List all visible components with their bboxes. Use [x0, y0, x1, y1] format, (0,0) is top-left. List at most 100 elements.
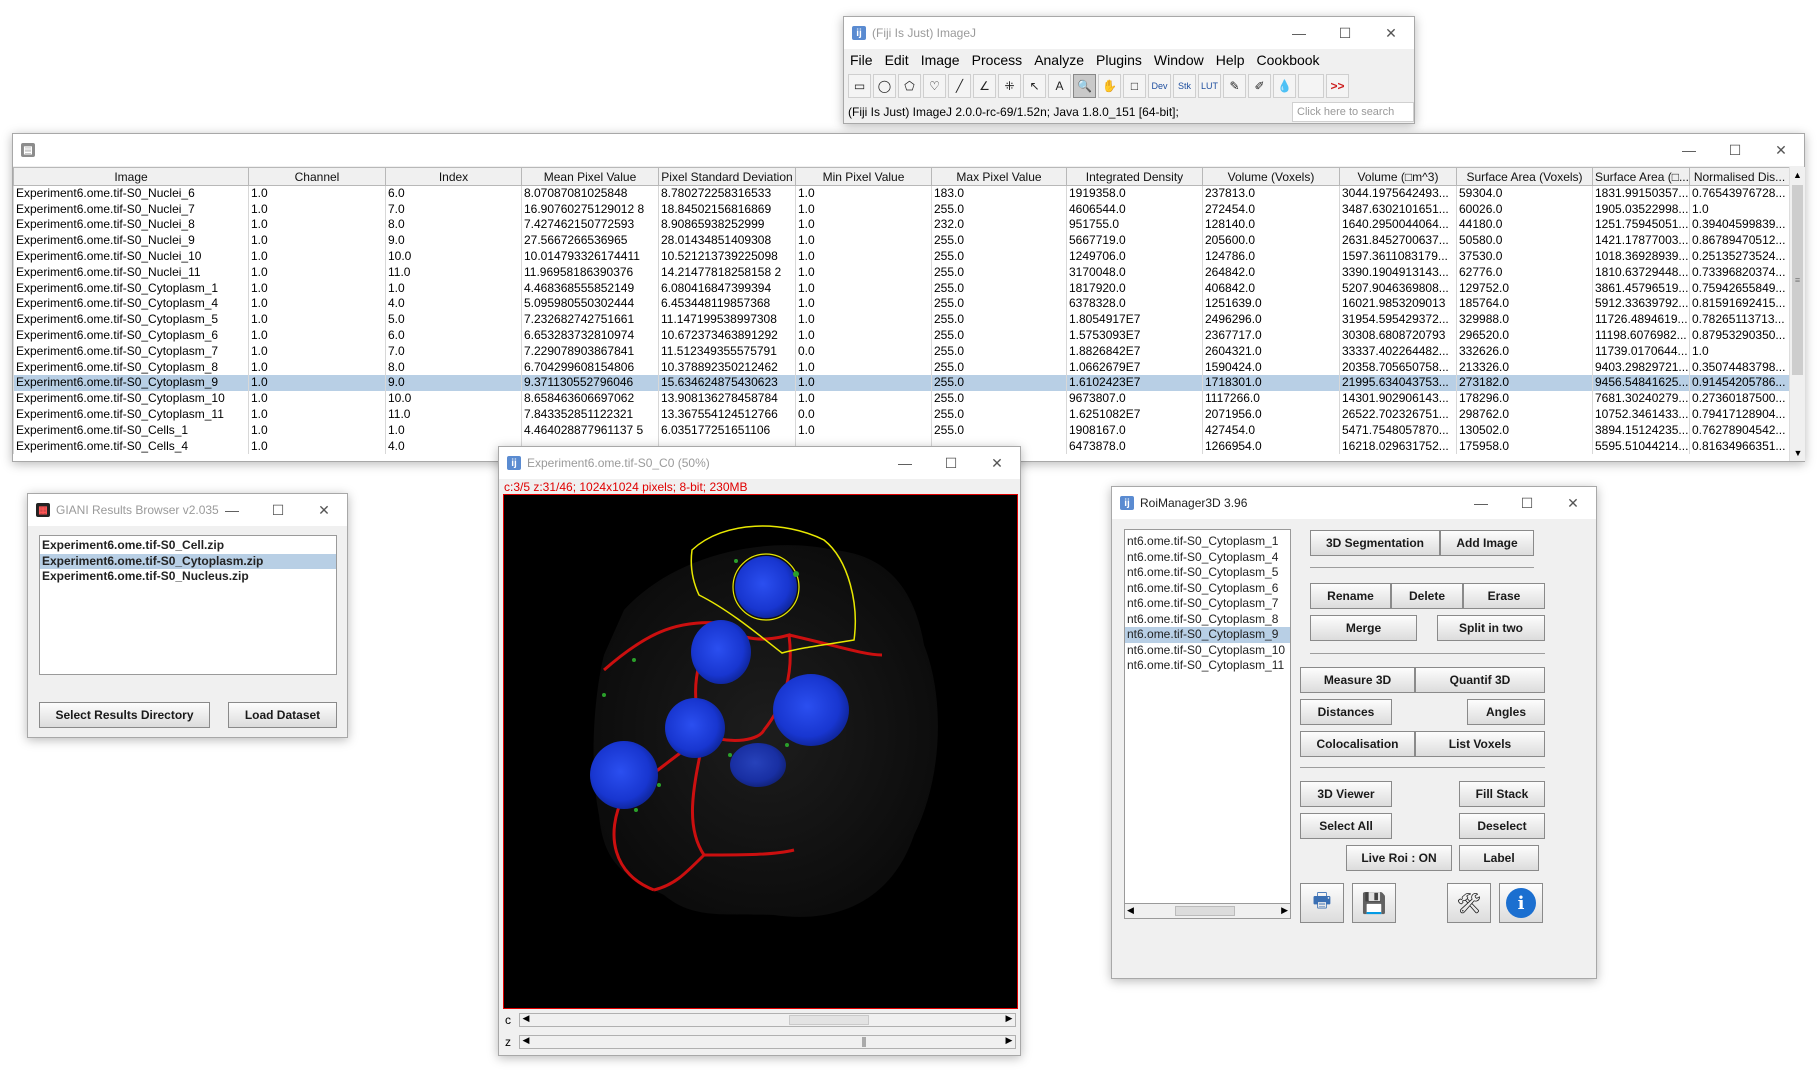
list-item[interactable]: nt6.ome.tif-S0_Cytoplasm_4 [1127, 549, 1279, 564]
deselect-button[interactable]: Deselect [1459, 813, 1545, 839]
more-tools-icon[interactable]: >> [1326, 74, 1349, 98]
results-vertical-scrollbar[interactable]: ▲ ≡ ▼ [1789, 167, 1805, 461]
column-header[interactable]: Volume (Voxels) [1202, 167, 1340, 186]
results-titlebar[interactable]: ▤ — ☐ ✕ [13, 134, 1804, 166]
select-results-directory-button[interactable]: Select Results Directory [39, 702, 210, 728]
minimize-icon[interactable]: — [1292, 25, 1306, 41]
close-icon[interactable]: ✕ [991, 454, 1003, 471]
close-icon[interactable]: ✕ [318, 501, 330, 518]
column-header[interactable]: Index [385, 167, 522, 186]
wand-tool-icon[interactable]: ↖ [1023, 74, 1046, 98]
list-item[interactable]: nt6.ome.tif-S0_Cytoplasm_8 [1127, 611, 1279, 626]
oval-tool-icon[interactable]: ◯ [873, 74, 896, 98]
list-item[interactable]: nt6.ome.tif-S0_Cytoplasm_9 [1125, 627, 1290, 643]
magnifier-icon[interactable]: 🔍 [1073, 74, 1096, 98]
dev-menu-icon[interactable]: Dev [1148, 74, 1171, 98]
slice-slider-thumb[interactable] [861, 1037, 866, 1047]
menu-cookbook[interactable]: Cookbook [1256, 52, 1320, 68]
print-icon[interactable]: 🖶 [1300, 883, 1344, 923]
column-header[interactable]: Max Pixel Value [931, 167, 1067, 186]
maximize-icon[interactable]: ☐ [1338, 24, 1352, 41]
column-header[interactable]: Min Pixel Value [795, 167, 932, 186]
settings-tools-icon[interactable]: 🛠 [1447, 883, 1491, 923]
scroll-up-icon[interactable]: ▲ [1793, 170, 1802, 180]
menu-window[interactable]: Window [1153, 52, 1204, 68]
image-titlebar[interactable]: ij Experiment6.ome.tif-S0_C0 (50%) — ☐ ✕ [499, 447, 1020, 479]
pencil-icon[interactable]: ✎ [1223, 74, 1246, 98]
list-item[interactable]: nt6.ome.tif-S0_Cytoplasm_11 [1127, 658, 1285, 672]
list-item[interactable]: nt6.ome.tif-S0_Cytoplasm_1 [1127, 534, 1279, 548]
stk-menu-icon[interactable]: Stk [1173, 74, 1196, 98]
colocalisation-button[interactable]: Colocalisation [1300, 731, 1415, 757]
menu-plugins[interactable]: Plugins [1096, 52, 1142, 68]
table-row[interactable]: Experiment6.ome.tif-S0_Nuclei_6 1.0 6.0 8.0… [13, 185, 1789, 202]
freehand-tool-icon[interactable]: ♡ [923, 74, 946, 98]
angles-button[interactable]: Angles [1467, 699, 1545, 725]
table-row[interactable]: Experiment6.ome.tif-S0_Nuclei_9 1.0 9.0 27.… [13, 232, 1789, 249]
chevron-right-icon[interactable]: ▶ [1281, 905, 1288, 915]
table-row[interactable]: Experiment6.ome.tif-S0_Cytoplasm_8 1.0 8.0… [13, 359, 1789, 376]
live-roi-toggle-button[interactable]: Live Roi : ON [1346, 845, 1452, 871]
chevron-right-icon[interactable]: ▶ [1005, 1013, 1013, 1023]
close-icon[interactable]: ✕ [1775, 141, 1787, 158]
select-all-button[interactable]: Select All [1300, 813, 1392, 839]
slice-slider[interactable]: ◀ ▶ [519, 1035, 1016, 1049]
table-row[interactable]: Experiment6.ome.tif-S0_Cells_1 1.0 1.0 4.46… [13, 422, 1789, 439]
scroll-thumb[interactable] [1175, 906, 1235, 916]
giani-titlebar[interactable]: ▦ GIANI Results Browser v2.035 — ☐ ✕ [28, 494, 347, 526]
merge-button[interactable]: Merge [1310, 615, 1417, 641]
column-header[interactable]: Image [13, 167, 249, 186]
list-item[interactable]: nt6.ome.tif-S0_Cytoplasm_5 [1127, 565, 1279, 579]
label-button[interactable]: Label [1459, 845, 1539, 871]
menu-file[interactable]: File [850, 52, 873, 68]
chevron-left-icon[interactable]: ◀ [522, 1013, 530, 1023]
list-item[interactable]: Experiment6.ome.tif-S0_Nucleus.zip [42, 569, 249, 583]
table-row[interactable]: Experiment6.ome.tif-S0_Cytoplasm_10 1.0 10… [13, 390, 1789, 407]
multipoint-tool-icon[interactable]: ⁜ [998, 74, 1021, 98]
table-row[interactable]: Experiment6.ome.tif-S0_Cytoplasm_7 1.0 7.0… [13, 343, 1789, 360]
maximize-icon[interactable]: ☐ [1520, 494, 1534, 511]
text-tool-icon[interactable]: A [1048, 74, 1071, 98]
fill-stack-button[interactable]: Fill Stack [1459, 781, 1545, 807]
roi-list-hscrollbar[interactable]: ◀ ▶ [1124, 903, 1291, 919]
flood-fill-icon[interactable]: 💧 [1273, 74, 1296, 98]
table-row[interactable]: Experiment6.ome.tif-S0_Cytoplasm_6 1.0 6.0… [13, 327, 1789, 344]
hand-icon[interactable]: ✋ [1098, 74, 1121, 98]
scroll-thumb[interactable]: ≡ [1792, 185, 1803, 375]
delete-button[interactable]: Delete [1391, 583, 1463, 609]
color-picker-icon[interactable]: □ [1123, 74, 1146, 98]
measure-3d-button[interactable]: Measure 3D [1300, 667, 1415, 693]
close-icon[interactable]: ✕ [1567, 494, 1579, 511]
menu-help[interactable]: Help [1215, 52, 1245, 68]
quantif-3d-button[interactable]: Quantif 3D [1415, 667, 1545, 693]
table-row[interactable]: Experiment6.ome.tif-S0_Cytoplasm_9 1.0 9.0… [13, 375, 1789, 391]
list-item[interactable]: nt6.ome.tif-S0_Cytoplasm_7 [1127, 596, 1279, 610]
search-input[interactable]: Click here to search [1292, 102, 1414, 122]
menu-edit[interactable]: Edit [884, 52, 909, 68]
table-row[interactable]: Experiment6.ome.tif-S0_Nuclei_8 1.0 8.0 7.4… [13, 217, 1789, 233]
column-header[interactable]: Mean Pixel Value [521, 167, 659, 186]
chevron-left-icon[interactable]: ◀ [522, 1035, 530, 1045]
load-dataset-button[interactable]: Load Dataset [228, 702, 337, 728]
split-in-two-button[interactable]: Split in two [1437, 615, 1545, 641]
column-header[interactable]: Surface Area (□... [1592, 167, 1690, 186]
erase-button[interactable]: Erase [1463, 583, 1545, 609]
list-item[interactable]: nt6.ome.tif-S0_Cytoplasm_10 [1127, 642, 1286, 657]
rename-button[interactable]: Rename [1310, 583, 1391, 609]
table-row[interactable]: Experiment6.ome.tif-S0_Cytoplasm_4 1.0 4.0… [13, 296, 1789, 312]
save-icon[interactable]: 💾 [1352, 883, 1396, 923]
close-icon[interactable]: ✕ [1385, 24, 1397, 41]
menu-image[interactable]: Image [920, 52, 960, 68]
polygon-tool-icon[interactable]: ⬠ [898, 74, 921, 98]
add-image-button[interactable]: Add Image [1440, 530, 1534, 556]
minimize-icon[interactable]: — [1682, 142, 1696, 158]
maximize-icon[interactable]: ☐ [1728, 141, 1742, 158]
list-voxels-button[interactable]: List Voxels [1415, 731, 1545, 757]
scroll-down-icon[interactable]: ▼ [1793, 448, 1803, 458]
roi-list[interactable]: nt6.ome.tif-S0_Cytoplasm_1 nt6.ome.tif-S0… [1124, 529, 1291, 906]
channel-slider[interactable]: ◀ ▶ [519, 1013, 1016, 1027]
minimize-icon[interactable]: — [898, 455, 912, 471]
blank-tool-icon[interactable] [1298, 74, 1324, 98]
table-row[interactable]: Experiment6.ome.tif-S0_Cytoplasm_1 1.0 1.0… [13, 280, 1789, 297]
info-icon[interactable]: i [1499, 883, 1543, 923]
